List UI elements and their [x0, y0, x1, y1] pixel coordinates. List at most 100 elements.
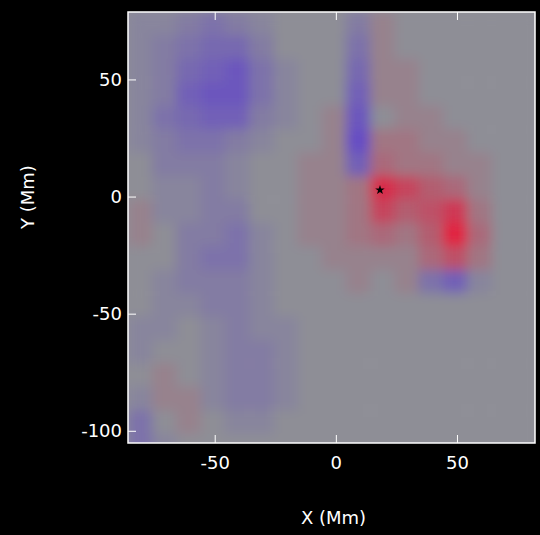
cell — [201, 12, 226, 36]
cell — [491, 293, 516, 317]
cell — [491, 106, 516, 130]
cell — [176, 293, 201, 317]
cell — [152, 176, 177, 200]
chart: -50050500-50-100X (Mm)Y (Mm) — [0, 0, 540, 535]
cell — [394, 35, 419, 59]
cell — [201, 59, 226, 83]
cell — [491, 176, 516, 200]
cell — [225, 106, 250, 130]
cell — [225, 35, 250, 59]
cell — [443, 153, 468, 177]
cell — [225, 270, 250, 294]
cell — [249, 176, 274, 200]
cell — [467, 340, 492, 364]
cell — [322, 317, 347, 341]
cell — [298, 270, 323, 294]
cell — [443, 363, 468, 387]
cell — [152, 387, 177, 411]
cell — [491, 12, 516, 36]
cell — [152, 340, 177, 364]
cell — [298, 129, 323, 153]
y-tick — [128, 197, 136, 198]
cell — [298, 434, 323, 443]
cell — [370, 223, 395, 247]
cell — [225, 387, 250, 411]
cell — [128, 293, 153, 317]
cell — [152, 410, 177, 434]
cell — [322, 82, 347, 106]
cell — [346, 199, 371, 223]
cell — [467, 59, 492, 83]
cell — [346, 246, 371, 270]
cell — [370, 434, 395, 443]
cell — [346, 363, 371, 387]
cell — [443, 293, 468, 317]
y-tick — [128, 79, 136, 80]
cell — [176, 176, 201, 200]
cell — [249, 129, 274, 153]
cell — [298, 340, 323, 364]
cell — [128, 410, 153, 434]
cell — [394, 270, 419, 294]
cell — [394, 434, 419, 443]
cell — [152, 82, 177, 106]
cell — [419, 340, 444, 364]
cell — [346, 317, 371, 341]
cell — [394, 129, 419, 153]
cell — [152, 35, 177, 59]
cell — [516, 410, 535, 434]
cell — [491, 340, 516, 364]
cell — [128, 82, 153, 106]
cell — [443, 246, 468, 270]
cell — [443, 387, 468, 411]
x-tick-label: 50 — [446, 452, 469, 473]
cell — [370, 35, 395, 59]
cell — [443, 340, 468, 364]
cell — [443, 270, 468, 294]
cell — [346, 176, 371, 200]
cell — [516, 59, 535, 83]
cell — [346, 35, 371, 59]
cell — [443, 223, 468, 247]
cell — [370, 82, 395, 106]
cell — [128, 317, 153, 341]
cell — [346, 223, 371, 247]
cell — [394, 59, 419, 83]
cell — [249, 59, 274, 83]
cell — [176, 410, 201, 434]
cell — [298, 35, 323, 59]
cell — [249, 12, 274, 36]
cell — [249, 293, 274, 317]
cell — [394, 317, 419, 341]
cell — [467, 317, 492, 341]
cell — [516, 223, 535, 247]
cell — [176, 35, 201, 59]
cell — [370, 129, 395, 153]
cell — [419, 153, 444, 177]
cell — [201, 317, 226, 341]
cell — [152, 363, 177, 387]
cell — [152, 106, 177, 130]
cell — [491, 363, 516, 387]
cell — [273, 153, 298, 177]
cell — [128, 176, 153, 200]
cell — [370, 387, 395, 411]
cell — [491, 270, 516, 294]
cell — [467, 293, 492, 317]
x-tick-label: 0 — [331, 452, 342, 473]
cell — [370, 410, 395, 434]
cell — [516, 246, 535, 270]
cell — [346, 59, 371, 83]
cell — [394, 410, 419, 434]
cell — [152, 434, 177, 443]
cell — [249, 153, 274, 177]
cell — [225, 410, 250, 434]
cell — [346, 387, 371, 411]
cell — [249, 270, 274, 294]
cell — [467, 106, 492, 130]
cell — [225, 317, 250, 341]
cell — [467, 434, 492, 443]
cell — [176, 434, 201, 443]
cell — [273, 12, 298, 36]
cell — [516, 176, 535, 200]
